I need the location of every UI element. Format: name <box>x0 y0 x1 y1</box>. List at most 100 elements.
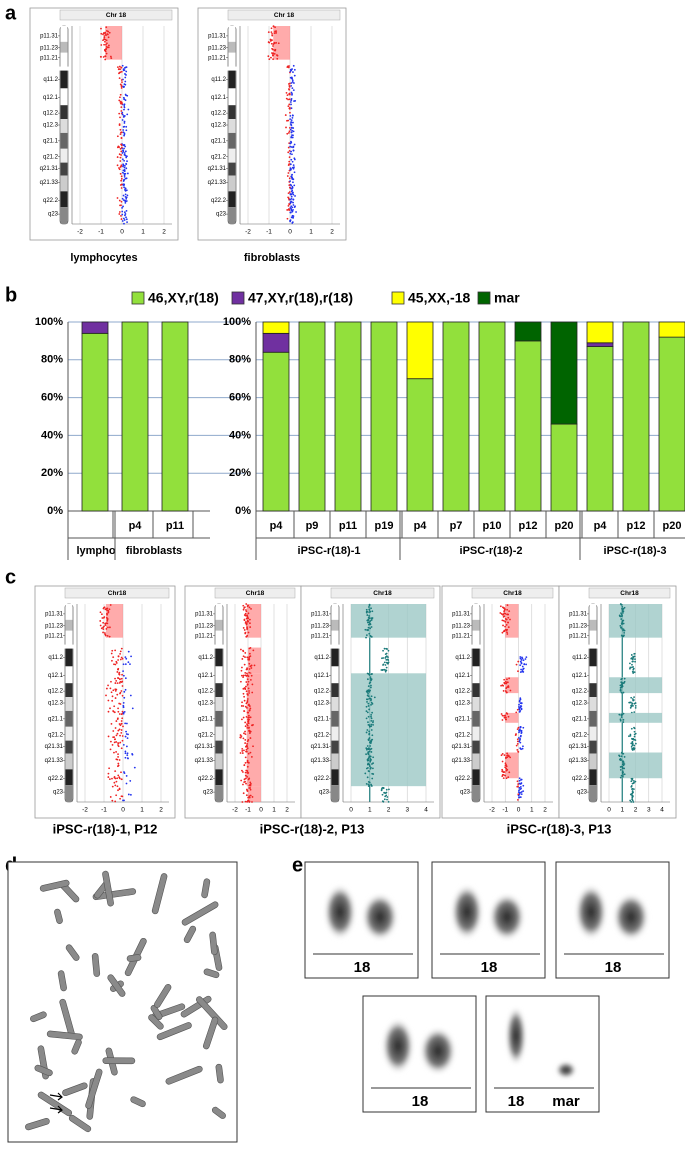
probe-dot-illustration <box>387 649 390 652</box>
chromosome-image <box>506 1006 576 1078</box>
probe-dot-illustration <box>129 694 132 697</box>
probe-dot-illustration <box>108 44 110 47</box>
probe-dot-illustration <box>131 753 134 755</box>
bar-segment <box>406 321 434 380</box>
band-label: p11.23 <box>195 623 214 629</box>
probe-dot-illustration <box>104 608 107 610</box>
probe-dot-illustration <box>368 611 371 613</box>
band-label: p11.23 <box>40 45 59 51</box>
band-label: q12.2 <box>572 689 588 695</box>
chromosome-illustration <box>92 888 137 901</box>
probe-dot-illustration <box>250 782 252 785</box>
probe-dot-illustration <box>240 705 243 707</box>
probe-dot-illustration <box>371 777 374 780</box>
probe-dot-illustration <box>289 152 292 155</box>
probe-dot-illustration <box>247 711 249 714</box>
probe-dot-illustration <box>120 175 123 178</box>
probe-dot-illustration <box>270 42 273 45</box>
probe-dot-illustration <box>290 158 293 161</box>
probe-dot-illustration <box>121 735 124 737</box>
x-tick-label: p11 <box>166 520 184 532</box>
probe-dot-illustration <box>246 656 249 659</box>
probe-dot-illustration <box>121 710 124 713</box>
probe-dot-illustration <box>240 779 243 782</box>
probe-dot-illustration <box>241 718 243 721</box>
probe-dot-illustration <box>291 210 294 212</box>
band-label: q11.2 <box>48 655 63 661</box>
probe-dot-illustration <box>630 785 633 787</box>
deletion-shade <box>105 604 123 638</box>
probe-dot-illustration <box>501 752 504 755</box>
probe-dot-illustration <box>247 722 250 725</box>
probe-dot-illustration <box>501 684 504 687</box>
probe-dot-illustration <box>519 660 522 663</box>
probe-dot-illustration <box>634 732 637 735</box>
centromere <box>330 644 340 649</box>
group-label: iPSC-r(18)-3 <box>604 545 667 557</box>
probe-dot-illustration <box>620 774 623 777</box>
probe-dot-illustration <box>365 747 368 749</box>
probe-dot-illustration <box>630 657 633 660</box>
probe-dot-illustration <box>623 631 626 634</box>
band-label: q21.31 <box>195 744 214 750</box>
probe-dot-illustration <box>519 664 522 667</box>
probe-dot-illustration <box>273 41 276 44</box>
band-label: q21.2 <box>455 732 471 738</box>
probe-dot-illustration <box>518 705 520 708</box>
probe-dot-illustration <box>120 165 123 167</box>
probe-dot-illustration <box>287 197 290 200</box>
probe-dot-illustration <box>119 68 122 71</box>
probe-dot-illustration <box>126 194 129 197</box>
probe-dot-illustration <box>108 635 111 638</box>
probe-dot-illustration <box>109 748 112 751</box>
probe-dot-illustration <box>247 772 250 774</box>
probe-dot-illustration <box>123 159 125 162</box>
probe-dot-illustration <box>289 163 292 166</box>
probe-dot-illustration <box>244 671 247 674</box>
probe-dot-illustration <box>499 605 502 608</box>
probe-dot-illustration <box>120 204 122 207</box>
probe-dot-illustration <box>122 149 125 152</box>
probe-dot-illustration <box>620 622 623 625</box>
probe-dot-illustration <box>125 129 128 132</box>
probe-dot-illustration <box>366 776 369 779</box>
probe-dot-illustration <box>517 736 520 739</box>
probe-dot-illustration <box>505 691 508 694</box>
probe-dot-illustration <box>240 669 243 672</box>
probe-dot-illustration <box>126 221 128 224</box>
probe-dot-illustration <box>370 725 373 728</box>
ideogram-band <box>215 753 223 770</box>
probe-dot-illustration <box>291 136 294 139</box>
probe-dot-illustration <box>504 714 507 717</box>
probe-dot-illustration <box>619 624 622 627</box>
probe-dot-illustration <box>383 661 386 664</box>
ideogram-band <box>589 785 597 802</box>
probe-dot-illustration <box>633 655 636 658</box>
probe-dot-illustration <box>244 631 247 634</box>
probe-dot-illustration <box>631 738 634 741</box>
probe-dot-illustration <box>242 792 245 795</box>
probe-dot-illustration <box>619 719 622 722</box>
probe-dot-illustration <box>371 734 374 737</box>
probe-dot-illustration <box>244 800 247 803</box>
probe-dot-illustration <box>245 603 248 605</box>
probe-dot-illustration <box>125 74 127 76</box>
probe-dot-illustration <box>521 747 524 750</box>
probe-dot-illustration <box>367 753 370 756</box>
probe-dot-illustration <box>121 81 123 83</box>
ideogram-band <box>228 88 236 106</box>
probe-dot-illustration <box>620 755 623 758</box>
probe-dot-illustration <box>105 39 108 42</box>
probe-dot-illustration <box>123 103 126 106</box>
probe-dot-illustration <box>126 757 129 759</box>
probe-dot-illustration <box>119 741 122 744</box>
ideogram-band <box>331 619 339 631</box>
ideogram-band <box>65 619 73 631</box>
probe-dot-illustration <box>621 775 624 778</box>
probe-dot-illustration <box>368 725 371 728</box>
probe-dot-illustration <box>285 97 288 100</box>
centromere <box>214 644 224 649</box>
centromere <box>64 644 74 649</box>
probe-dot-illustration <box>291 93 293 96</box>
probe-dot-illustration <box>115 751 118 753</box>
